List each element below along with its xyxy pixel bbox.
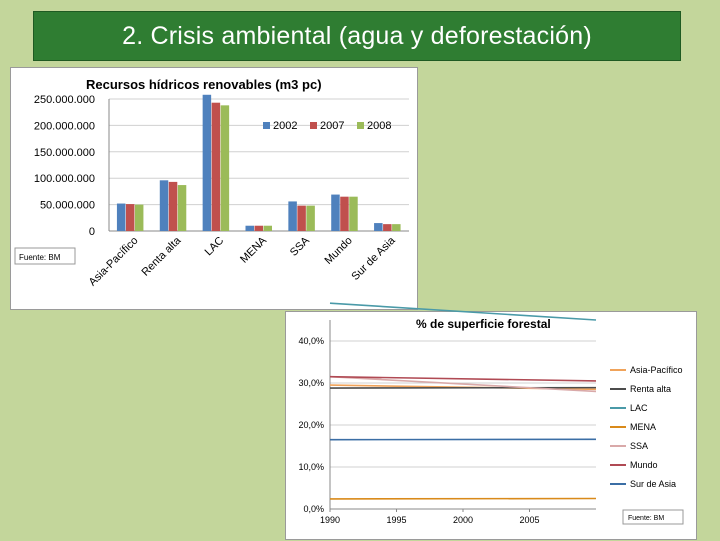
x-tick-label: 2000 (453, 515, 473, 525)
legend-label: SSA (630, 441, 648, 451)
bar-2002 (374, 223, 383, 231)
bar-2007 (255, 226, 264, 231)
bar-2007 (212, 103, 221, 231)
legend-swatch (263, 122, 270, 129)
x-category-label: SSA (288, 234, 313, 259)
legend-label: Sur de Asia (630, 479, 676, 489)
legend-swatch (357, 122, 364, 129)
bar-2008 (221, 105, 230, 231)
chart-title: % de superficie forestal (416, 317, 551, 331)
x-category-label: Mundo (323, 235, 355, 267)
y-tick-label: 40,0% (298, 336, 324, 346)
bar-2008 (178, 185, 187, 231)
bar-2008 (392, 224, 401, 231)
legend-label: 2002 (273, 120, 297, 132)
x-category-label: Renta alta (139, 234, 184, 279)
bar-2007 (340, 197, 349, 231)
y-tick-label: 20,0% (298, 420, 324, 430)
bar-2007 (297, 206, 306, 231)
bar-2002 (203, 95, 212, 231)
x-category-label: MENA (238, 234, 269, 265)
y-tick-label: 10,0% (298, 462, 324, 472)
y-tick-label: 100.000.000 (34, 173, 95, 185)
legend-label: Mundo (630, 460, 658, 470)
chart-title: Recursos hídricos renovables (m3 pc) (86, 77, 322, 92)
legend-label: Asia-Pacífico (630, 365, 683, 375)
y-tick-label: 50.000.000 (40, 200, 95, 212)
legend-label: Renta alta (630, 384, 671, 394)
water-resources-svg: Recursos hídricos renovables (m3 pc) 0 50.… (11, 68, 419, 311)
x-category-label: Sur de Asia (349, 234, 398, 283)
bar-2002 (331, 195, 340, 231)
bar-2002 (288, 201, 297, 231)
x-category-label: Asia-Pacífico (87, 235, 141, 289)
x-tick-label: 2005 (519, 515, 539, 525)
water-resources-chart: Recursos hídricos renovables (m3 pc) 0 50.… (10, 67, 418, 310)
legend-swatch (310, 122, 317, 129)
bar-2002 (117, 204, 126, 231)
source-label: Fuente: BM (19, 253, 61, 262)
slide-title: 2. Crisis ambiental (agua y deforestació… (33, 11, 681, 61)
y-tick-label: 250.000.000 (34, 94, 95, 106)
bar-2002 (246, 226, 255, 231)
y-tick-label: 200.000.000 (34, 120, 95, 132)
bar-2007 (169, 182, 178, 231)
bar-2008 (264, 226, 273, 231)
y-tick-label: 0,0% (303, 504, 324, 514)
bar-2007 (126, 204, 135, 231)
x-tick-label: 1995 (386, 515, 406, 525)
y-tick-label: 0 (89, 226, 95, 238)
legend-label: LAC (630, 403, 648, 413)
bar-2007 (383, 224, 392, 231)
forest-cover-svg: % de superficie forestal 0,0% 10,0% 20,0% 30… (286, 312, 698, 541)
bar-2002 (160, 180, 169, 231)
legend-label: 2008 (367, 120, 391, 132)
bar-2008 (306, 206, 315, 231)
bar-2008 (135, 205, 144, 231)
x-tick-label: 1990 (320, 515, 340, 525)
legend-label: MENA (630, 422, 656, 432)
y-tick-label: 30,0% (298, 378, 324, 388)
legend-label: 2007 (320, 120, 344, 132)
y-tick-label: 150.000.000 (34, 147, 95, 159)
x-category-label: LAC (203, 235, 227, 259)
bar-2008 (349, 197, 358, 231)
forest-cover-chart: % de superficie forestal 0,0% 10,0% 20,0% 30… (285, 311, 697, 540)
source-label: Fuente: BM (628, 515, 664, 522)
